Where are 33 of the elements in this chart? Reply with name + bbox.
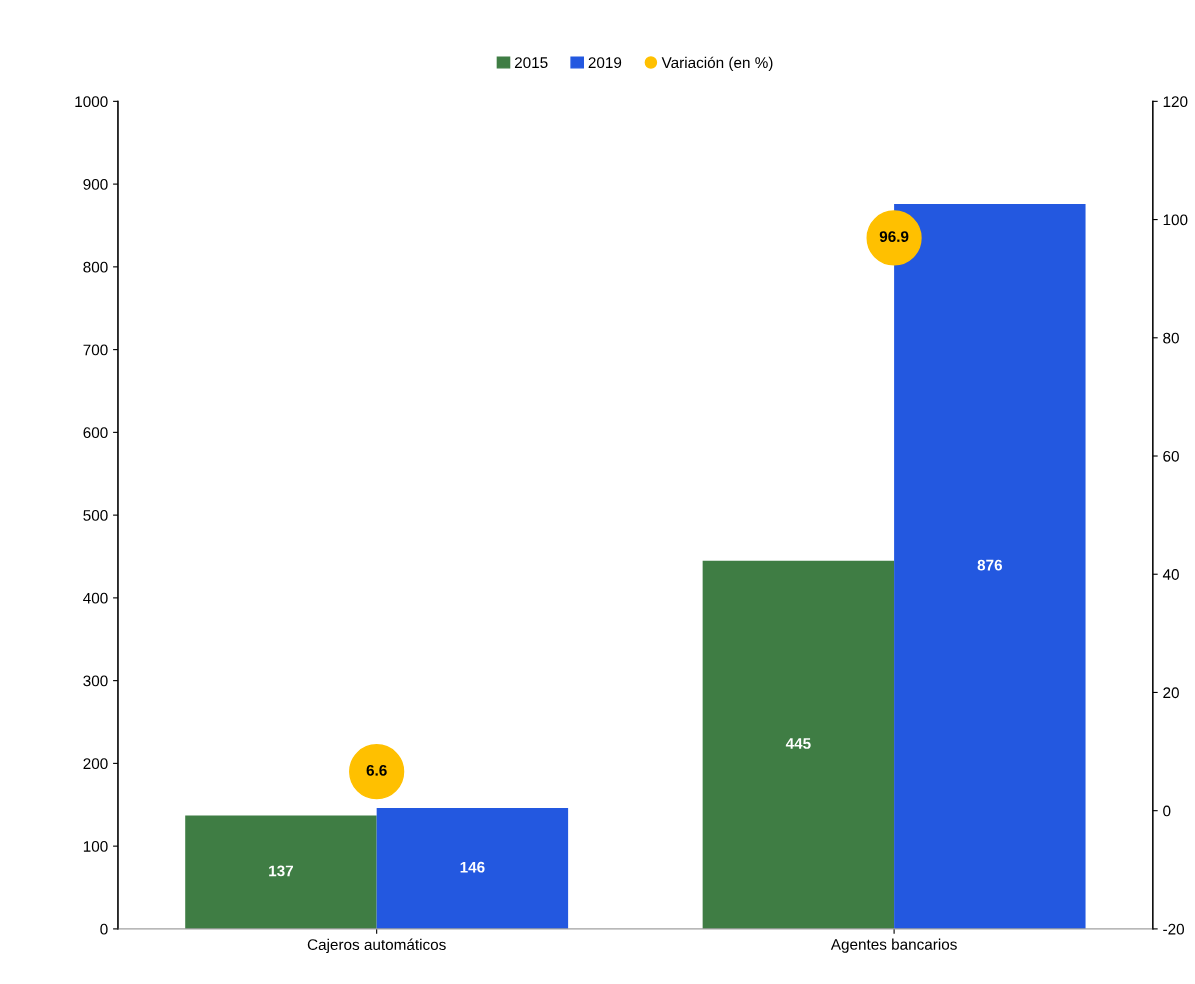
y2-tick-label: 60 — [1163, 450, 1179, 462]
y2-tick-label: 40 — [1162, 569, 1179, 580]
data-label: 96.9 — [879, 231, 909, 242]
y-tick-label: 600 — [83, 427, 108, 439]
y2-tick-label: 0 — [1163, 805, 1171, 817]
data-label: 6.6 — [366, 764, 387, 776]
y-tick-label: 900 — [83, 178, 108, 190]
data-label: 876 — [977, 559, 1003, 571]
y-tick-label: 400 — [83, 592, 108, 604]
y-tick-label: 0 — [100, 923, 108, 935]
data-label: 146 — [460, 861, 485, 873]
y-tick-label: 800 — [83, 261, 108, 273]
y2-tick-label: 20 — [1163, 687, 1179, 699]
legend-label: 2019 — [588, 57, 622, 69]
x-tick-label: Agentes bancarios — [830, 938, 957, 953]
y-tick-label: 200 — [83, 758, 108, 770]
legend-label: 2015 — [514, 57, 548, 69]
data-label: 445 — [785, 738, 811, 749]
y-tick-label: 500 — [83, 509, 108, 521]
y-tick-label: 300 — [83, 675, 108, 687]
y2-tick-label: -20 — [1163, 923, 1185, 935]
y2-tick-label: 120 — [1163, 96, 1188, 108]
x-tick-label: Cajeros automáticos — [307, 938, 446, 954]
y2-tick-label: 80 — [1163, 332, 1179, 344]
y-tick-label: 700 — [83, 344, 108, 356]
bar — [376, 808, 569, 929]
y-tick-label: 1000 — [75, 96, 108, 108]
bar — [702, 560, 895, 929]
y-tick-label: 100 — [83, 841, 108, 852]
data-label: 137 — [269, 865, 294, 877]
legend-label: Variación (en %) — [661, 56, 773, 72]
bar — [185, 815, 377, 929]
y2-tick-label: 100 — [1163, 214, 1188, 226]
